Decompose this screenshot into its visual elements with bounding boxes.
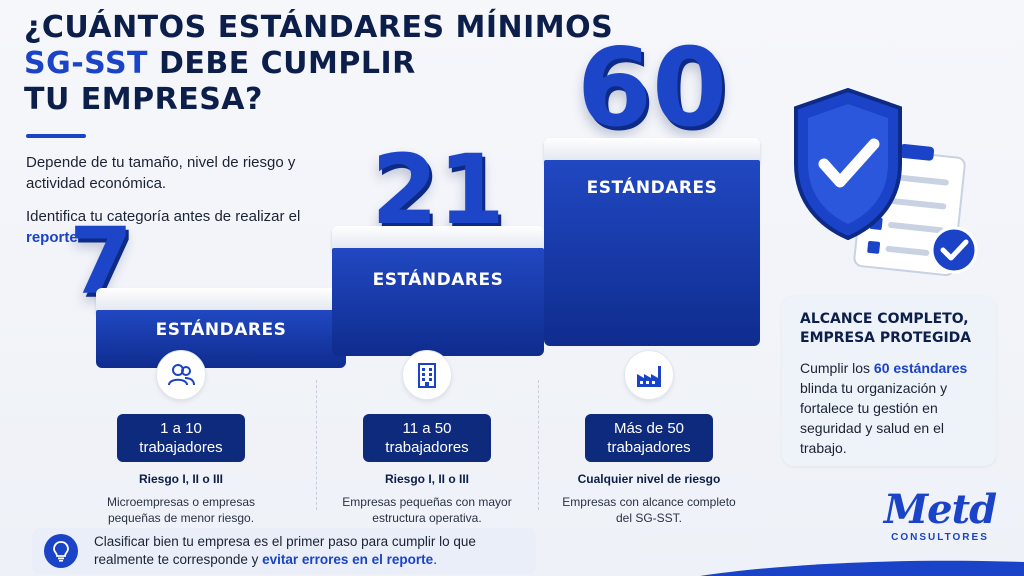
info-card-body: Cumplir los 60 estándares blinda tu orga… [800, 358, 978, 458]
intro-p2-before: Identifica tu categoría antes de realiza… [26, 208, 301, 225]
title-line-2: SG-SST DEBE CUMPLIR [24, 46, 613, 82]
title-underline [26, 134, 86, 138]
podium-face: ESTÁNDARES [544, 160, 760, 346]
info-card-heading: ALCANCE COMPLETO, EMPRESA PROTEGIDA [800, 311, 972, 346]
factory-icon [624, 350, 674, 400]
podium-label: ESTÁNDARES [372, 270, 504, 290]
podium-step-60: 60 ESTÁNDARES [544, 26, 760, 346]
worker-range-pill: 11 a 50 trabajadores [363, 414, 491, 462]
tip-banner: Clasificar bien tu empresa es el primer … [32, 528, 536, 574]
intro-p2-after: . [115, 229, 120, 246]
category-description: Empresas con alcance completo del SG-SST… [562, 495, 736, 525]
report-year-highlight: reporte 2026 [26, 229, 116, 246]
title-line-1: ¿CUÁNTOS ESTÁNDARES MÍNIMOS [24, 10, 614, 45]
intro-paragraph-1: Depende de tu tamaño, nivel de riesgo y … [26, 154, 296, 192]
category-description: Empresas pequeñas con mayor estructura o… [342, 495, 512, 525]
column-divider [316, 380, 317, 510]
info-card-before: Cumplir los [800, 360, 874, 376]
info-card-highlight: 60 estándares [873, 360, 968, 376]
category-column-large: Más de 50 trabajadores Cualquier nivel d… [544, 350, 754, 528]
shield-check-icon [794, 87, 978, 277]
intro-paragraph-2: Identifica tu categoría antes de realiza… [26, 206, 326, 248]
lightbulb-icon [44, 534, 78, 568]
category-description: Microempresas o empresas pequeñas de men… [106, 495, 256, 525]
worker-range-pill: 1 a 10 trabajadores [117, 414, 245, 462]
people-icon [156, 350, 206, 400]
podium-face: ESTÁNDARES [332, 248, 544, 356]
podium-step-21: 21 ESTÁNDARES [332, 134, 544, 356]
category-column-small: 1 a 10 trabajadores Riesgo I, II o III M… [76, 350, 286, 528]
podium-top [96, 288, 346, 314]
building-icon [402, 350, 452, 400]
worker-unit: trabajadores [139, 439, 223, 456]
worker-range: 11 a 50 [402, 420, 452, 437]
logo-mark: Metd [883, 486, 997, 533]
worker-range: Más de 50 [613, 420, 685, 437]
podium-label: ESTÁNDARES [155, 320, 287, 340]
title-line-2-rest: DEBE CUMPLIR [148, 46, 416, 81]
tip-after: . [433, 552, 437, 567]
worker-range-pill: Más de 50 trabajadores [585, 414, 713, 462]
tip-highlight: evitar errores en el reporte [262, 552, 434, 567]
risk-level: Riesgo I, II o III [138, 472, 223, 486]
podium-step-7: 7 ESTÁNDARES [69, 208, 346, 368]
title-accent: SG-SST [24, 46, 149, 81]
title-line-3: TU EMPRESA? [24, 82, 263, 117]
logo-subtitle: CONSULTORES [891, 532, 989, 543]
podium-face: ESTÁNDARES [96, 310, 346, 368]
shield-checklist-illustration [778, 86, 998, 286]
podium-label: ESTÁNDARES [586, 178, 718, 198]
info-card-after: blinda tu organización y fortalece tu ge… [800, 380, 948, 456]
column-divider [538, 380, 539, 510]
risk-level: Riesgo I, II o III [384, 472, 469, 486]
intro-text: Depende de tu tamaño, nivel de riesgo y … [26, 152, 326, 248]
decorative-wave [700, 560, 1024, 576]
risk-level: Cualquier nivel de riesgo [577, 472, 721, 486]
page-title: ¿CUÁNTOS ESTÁNDARES MÍNIMOS SG-SST DEBE … [24, 10, 613, 118]
worker-unit: trabajadores [385, 439, 469, 456]
podium-number-60: 60 [576, 26, 728, 151]
info-card: ALCANCE COMPLETO, EMPRESA PROTEGIDA Cump… [782, 296, 996, 466]
worker-range: 1 a 10 [160, 420, 202, 437]
worker-unit: trabajadores [607, 439, 691, 456]
brand-logo: Metd CONSULTORES [880, 486, 1000, 544]
podium-top [544, 138, 760, 164]
category-column-medium: 11 a 50 trabajadores Riesgo I, II o III … [322, 350, 532, 528]
tip-before: Clasificar bien tu empresa es el primer … [94, 534, 476, 567]
tip-text: Clasificar bien tu empresa es el primer … [94, 533, 536, 569]
podium-top [332, 226, 544, 252]
